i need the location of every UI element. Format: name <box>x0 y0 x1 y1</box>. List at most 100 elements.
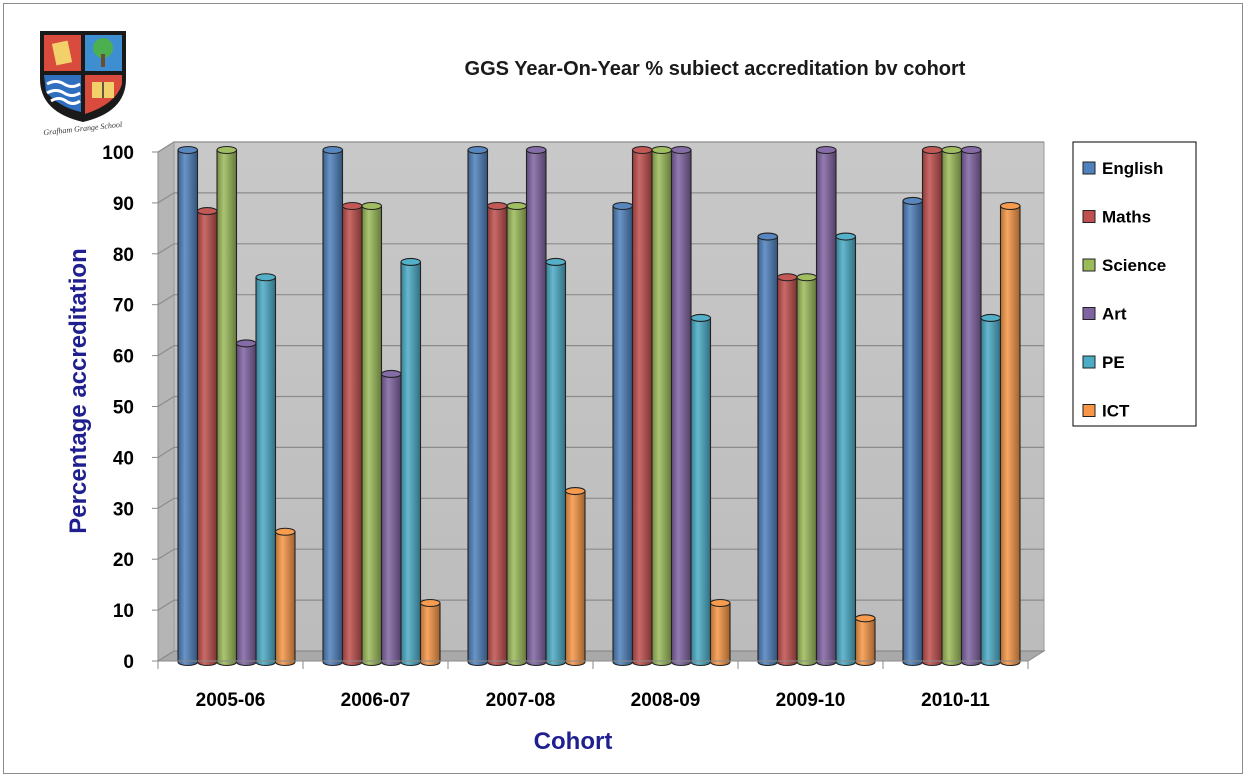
legend: English Maths Science Art PE ICT <box>1072 141 1197 427</box>
bar-body <box>941 149 963 667</box>
legend-box <box>1072 141 1197 427</box>
bar-cap <box>196 207 218 216</box>
x-axis: 2005-06 2006-07 2007-08 2008-09 2009-10 2010-… <box>157 660 1029 711</box>
bar-cap <box>361 201 383 211</box>
bar-pe-2008-09 <box>690 313 712 667</box>
gridline <box>157 395 1044 408</box>
bar-cap <box>757 232 779 241</box>
gridline <box>157 599 1044 611</box>
bar-cap <box>631 145 653 155</box>
bar-cap <box>525 145 547 155</box>
bar-cap <box>960 145 982 155</box>
bar-body <box>380 373 402 667</box>
bar-cap <box>235 339 257 348</box>
gridline <box>157 141 1044 153</box>
bar-english-2005-06 <box>177 145 199 667</box>
bar-cap <box>670 145 692 155</box>
chart-title: GGS Year-On-Year % subiect accreditation… <box>465 58 966 80</box>
bar-body <box>921 149 943 667</box>
y-tick-label: 20 <box>113 550 134 571</box>
bar-body <box>999 205 1021 667</box>
bar-cap <box>921 145 943 155</box>
gridline <box>157 650 1044 662</box>
legend-label: Maths <box>1102 208 1151 227</box>
bar-art-2007-08 <box>525 145 547 667</box>
bar-ict-2008-09 <box>709 598 731 667</box>
bar-cap <box>177 145 199 155</box>
bar-cap <box>486 201 508 211</box>
bar-maths-2009-10 <box>776 273 798 667</box>
bar-body <box>902 200 924 667</box>
bar-maths-2007-08 <box>486 201 508 667</box>
bar-body <box>196 210 218 667</box>
x-tick-label: 2006-07 <box>341 690 411 711</box>
bar-cap <box>322 145 344 155</box>
bar-science-2006-07 <box>361 201 383 667</box>
bar-science-2005-06 <box>216 145 238 667</box>
bar-art-2006-07 <box>380 369 402 667</box>
legend-swatch <box>1082 355 1096 369</box>
bar-cap <box>380 369 402 379</box>
legend-label: Art <box>1102 305 1127 324</box>
bar-body <box>341 205 363 667</box>
bar-cap <box>216 145 238 155</box>
bar-body <box>690 317 712 667</box>
bar-body <box>670 149 692 667</box>
gridline <box>157 446 1044 458</box>
bar-english-2009-10 <box>757 232 779 667</box>
bar-cap <box>902 196 924 205</box>
y-axis: 0 10 20 30 40 50 60 70 80 90 100 <box>102 143 159 673</box>
bar-cap <box>506 201 528 211</box>
bar-cap <box>796 273 818 282</box>
bar-pe-2005-06 <box>255 273 277 667</box>
y-tick-label: 100 <box>102 143 134 164</box>
x-tick-label: 2008-09 <box>631 690 701 711</box>
bar-body <box>467 149 489 667</box>
bar-body <box>796 276 818 667</box>
bar-cap <box>835 232 857 241</box>
bar-body <box>506 205 528 667</box>
bar-art-2005-06 <box>235 339 257 667</box>
y-tick-label: 0 <box>123 652 134 673</box>
bar-body <box>612 205 634 667</box>
x-tick-label: 2010-11 <box>921 690 990 711</box>
bar-body <box>651 149 673 667</box>
bar-cap <box>999 201 1021 211</box>
bar-art-2008-09 <box>670 145 692 667</box>
bar-body <box>854 617 876 667</box>
bar-body <box>274 531 296 667</box>
y-tick-label: 40 <box>113 448 134 469</box>
bar-maths-2010-11 <box>921 145 943 667</box>
y-tick-label: 30 <box>113 499 134 520</box>
y-tick-label: 70 <box>113 296 134 317</box>
bar-body <box>235 342 257 667</box>
bar-cap <box>690 313 712 323</box>
bar-english-2010-11 <box>902 196 924 667</box>
bar-cap <box>776 273 798 282</box>
legend-swatch <box>1082 161 1096 175</box>
bar-body <box>960 149 982 667</box>
bar-body <box>322 149 344 667</box>
logo-caption: Grafham Grange School <box>43 120 123 137</box>
bar-cap <box>815 145 837 155</box>
gridline <box>157 345 1044 357</box>
gridlines <box>157 141 1044 662</box>
bar-cap <box>612 201 634 211</box>
bar-ict-2009-10 <box>854 614 876 667</box>
legend-swatch <box>1082 258 1096 272</box>
legend-label: Science <box>1102 256 1166 275</box>
bar-cap <box>255 273 277 282</box>
legend-label: PE <box>1102 353 1125 372</box>
bar-cap <box>564 486 586 496</box>
bar-cap <box>651 145 673 155</box>
bars <box>177 145 1021 667</box>
bar-body <box>216 149 238 667</box>
bar-english-2006-07 <box>322 145 344 667</box>
bar-body <box>980 317 1002 667</box>
x-tick-label: 2009-10 <box>776 690 846 711</box>
bar-body <box>525 149 547 667</box>
y-tick-label: 80 <box>113 245 134 266</box>
gridline <box>157 192 1044 204</box>
bar-body <box>419 602 441 667</box>
bar-body <box>486 205 508 667</box>
